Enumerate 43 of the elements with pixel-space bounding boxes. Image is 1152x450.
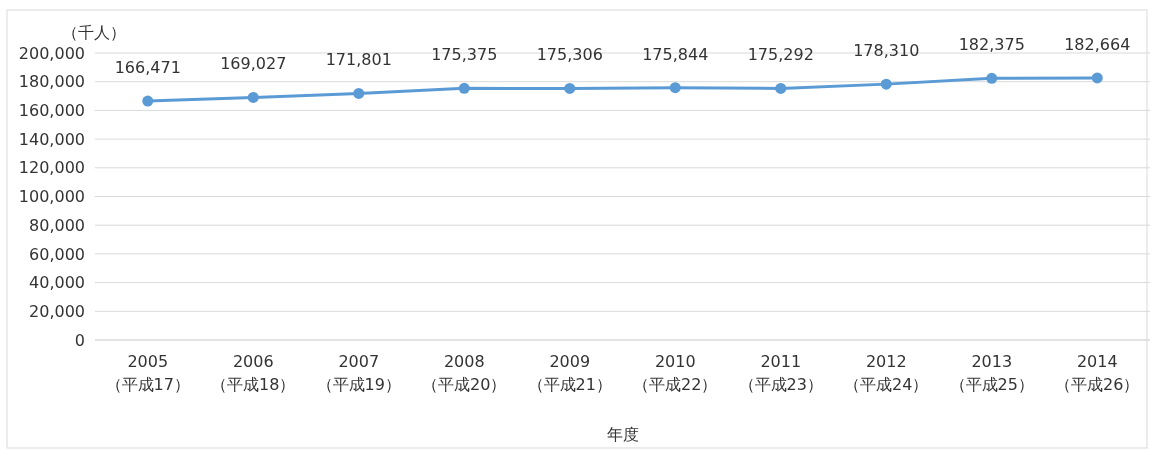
y-tick-label: 100,000 xyxy=(18,187,85,207)
y-tick-label: 60,000 xyxy=(29,244,85,264)
x-tick-label: 2014 （平成26） xyxy=(1055,352,1140,394)
x-tick-label: 2008 （平成20） xyxy=(422,352,507,394)
y-tick-label: 20,000 xyxy=(29,301,85,321)
x-tick-label: 2009 （平成21） xyxy=(527,352,612,394)
x-tick-label: 2007 （平成19） xyxy=(316,352,401,394)
point xyxy=(986,72,998,84)
y-tick-label: 80,000 xyxy=(29,215,85,235)
y-tick-label: 140,000 xyxy=(18,129,85,149)
y-tick-label: 180,000 xyxy=(18,72,85,92)
y-tick-label: 120,000 xyxy=(18,158,85,178)
point xyxy=(669,82,681,94)
data-label: 175,292 xyxy=(747,45,814,65)
x-tick-label: 2010 （平成22） xyxy=(633,352,718,394)
y-tick-label: 160,000 xyxy=(18,101,85,120)
x-tick-label: 2012 （平成24） xyxy=(844,352,929,394)
data-label: 175,375 xyxy=(431,45,498,65)
data-label: 169,027 xyxy=(220,54,287,74)
x-tick-label: 2013 （平成25） xyxy=(949,352,1034,394)
point xyxy=(142,95,154,107)
point xyxy=(458,82,470,94)
point xyxy=(353,87,365,99)
y-tick-label: 40,000 xyxy=(29,273,85,293)
x-tick-label: 2006 （平成18） xyxy=(211,352,296,394)
point xyxy=(775,82,787,94)
data-label: 178,310 xyxy=(853,41,920,61)
data-label: 166,471 xyxy=(114,58,181,78)
data-label: 171,801 xyxy=(325,50,392,70)
point xyxy=(1091,72,1103,84)
y-axis-title: （千人） xyxy=(62,23,126,42)
data-label: 175,306 xyxy=(536,45,603,65)
point xyxy=(247,91,259,103)
x-axis-title: 年度 xyxy=(606,425,639,444)
data-label: 175,844 xyxy=(642,44,709,64)
y-tick-label: 0 xyxy=(74,330,85,350)
point xyxy=(880,78,892,90)
y-tick-label: 200,000 xyxy=(18,43,85,63)
x-tick-label: 2011 （平成23） xyxy=(738,352,823,394)
x-tick-label: 2005 （平成17） xyxy=(105,352,190,394)
data-label: 182,375 xyxy=(958,35,1025,55)
data-label: 182,664 xyxy=(1064,34,1131,54)
point xyxy=(564,82,576,94)
